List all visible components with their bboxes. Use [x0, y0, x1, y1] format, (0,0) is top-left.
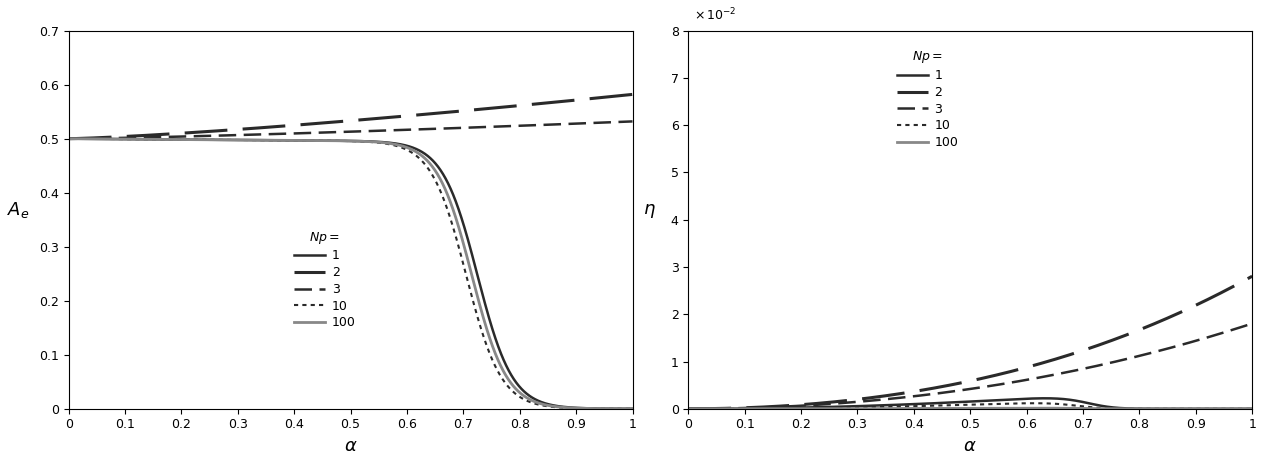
Y-axis label: $A_e$: $A_e$ [6, 200, 29, 220]
X-axis label: $\alpha$: $\alpha$ [964, 437, 978, 455]
Y-axis label: $\eta$: $\eta$ [643, 202, 657, 220]
Legend: 1, 2, 3, 10, 100: 1, 2, 3, 10, 100 [892, 44, 964, 154]
Legend: 1, 2, 3, 10, 100: 1, 2, 3, 10, 100 [289, 225, 361, 334]
X-axis label: $\alpha$: $\alpha$ [344, 437, 357, 455]
Text: $\times\,10^{-2}$: $\times\,10^{-2}$ [693, 6, 736, 23]
